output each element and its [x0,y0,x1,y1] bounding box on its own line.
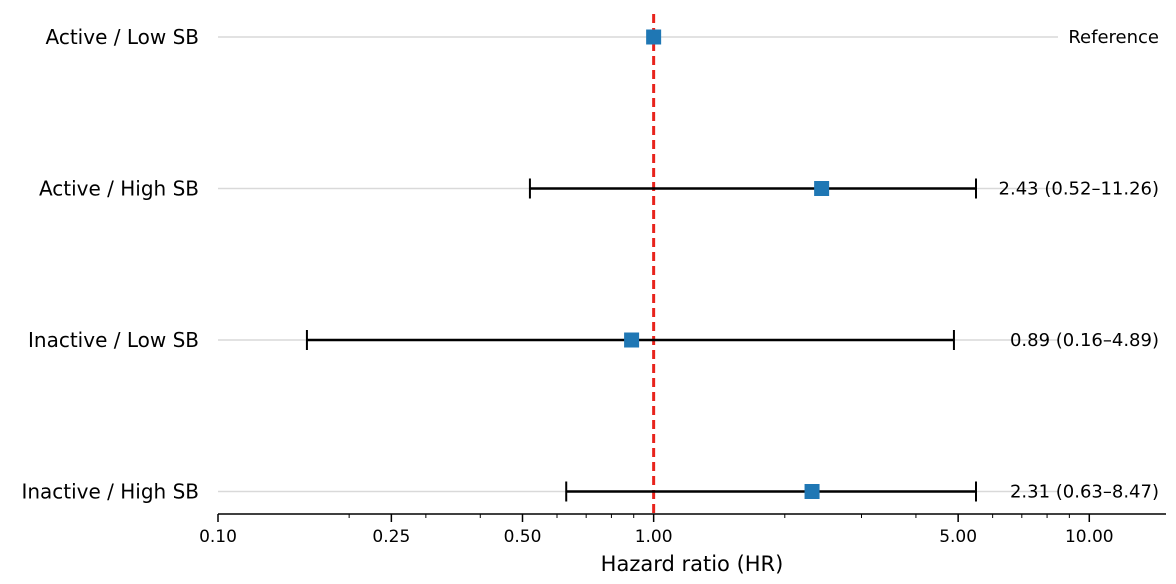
estimate-annotations: Reference 2.43 (0.52–11.26) 0.89 (0.16–4.8… [999,27,1159,503]
x-tick-label: 10.00 [1065,527,1114,547]
annotation-inactive-high-sb: 2.31 (0.63–8.47) [1010,482,1159,503]
row-label-inactive-low-sb: Inactive / Low SB [28,328,199,352]
x-tick-label: 0.10 [199,527,237,547]
row-labels: Active / Low SB Active / High SB Inactive … [21,25,199,504]
row-label-inactive-high-sb: Inactive / High SB [21,480,199,504]
row-label-active-high-sb: Active / High SB [39,177,199,201]
marker-active-high-sb [814,181,830,196]
annotation-active-low-sb: Reference [1068,27,1159,48]
x-tick-label: 0.25 [372,527,410,547]
row-guide-lines [218,36,1058,493]
confidence-intervals [305,178,977,502]
x-tick-label: 1.00 [635,527,673,547]
x-tick-label: 0.50 [504,527,542,547]
ci-inactive-high-sb [565,481,977,502]
marker-active-low-sb [646,29,662,45]
point-estimates [624,29,830,499]
row-label-active-low-sb: Active / Low SB [46,25,199,49]
annotation-inactive-low-sb: 0.89 (0.16–4.89) [1010,330,1159,351]
ci-active-high-sb [528,178,977,199]
x-tick-label: 5.00 [939,527,977,547]
x-axis: 0.10 0.25 0.50 1.00 5.00 10.00 [199,513,1166,547]
x-axis-title: Hazard ratio (HR) [601,552,784,576]
marker-inactive-high-sb [804,484,820,499]
marker-inactive-low-sb [624,332,640,348]
annotation-active-high-sb: 2.43 (0.52–11.26) [999,179,1159,200]
